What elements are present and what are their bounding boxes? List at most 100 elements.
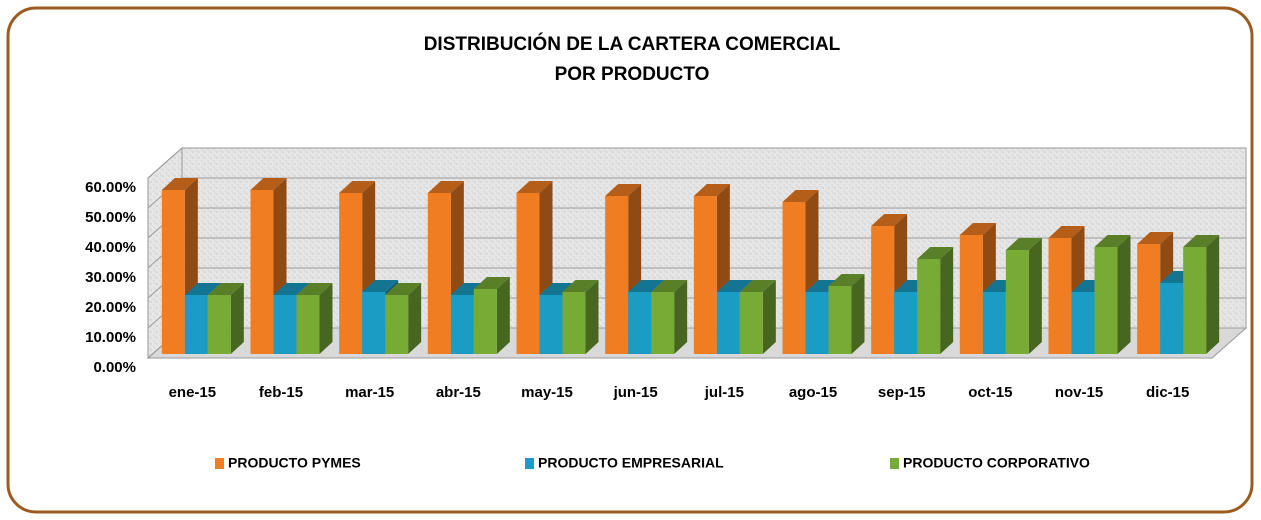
bar	[871, 226, 895, 354]
y-tick-label: 60.00%	[85, 179, 136, 196]
bar	[207, 295, 231, 354]
grid-line	[147, 147, 1246, 179]
bar-side	[851, 274, 865, 354]
bar	[385, 295, 409, 354]
bar-top	[1005, 238, 1042, 250]
bar-top	[1137, 232, 1174, 244]
bar	[539, 295, 563, 354]
bar	[161, 190, 185, 354]
y-tick-label: 40.00%	[85, 239, 136, 256]
bar-side	[940, 247, 954, 354]
bar	[693, 196, 717, 354]
y-tick-label: 50.00%	[85, 209, 136, 226]
bar-top	[716, 280, 753, 292]
bar	[339, 193, 363, 354]
bar	[296, 295, 320, 354]
bar	[828, 286, 852, 354]
bar	[273, 295, 297, 354]
bar-side	[1028, 238, 1042, 354]
x-tick-label: mar-15	[345, 384, 394, 401]
bar-side	[674, 280, 688, 354]
bar-top	[207, 283, 244, 295]
bar	[894, 292, 918, 354]
bar-side	[319, 283, 333, 354]
bar	[739, 292, 763, 354]
bar	[1094, 247, 1118, 354]
bar-top	[917, 247, 954, 259]
bar	[427, 193, 451, 354]
bar-top	[161, 178, 198, 190]
x-tick-label: jun-15	[613, 384, 658, 401]
bar	[250, 190, 274, 354]
bar-top	[562, 280, 599, 292]
x-tick-label: oct-15	[968, 384, 1012, 401]
bar-top	[1183, 235, 1220, 247]
bar-side	[408, 283, 422, 354]
bar	[628, 292, 652, 354]
bar-top	[273, 283, 310, 295]
legend-label: PRODUCTO CORPORATIVO	[903, 455, 1090, 471]
bar-top	[1094, 235, 1131, 247]
chart-title: DISTRIBUCIÓN DE LA CARTERA COMERCIAL	[424, 33, 841, 55]
bar	[473, 289, 497, 354]
x-tick-label: abr-15	[436, 384, 481, 401]
bar-top	[605, 184, 642, 196]
x-tick-label: sep-15	[878, 384, 926, 401]
bar	[959, 235, 983, 354]
bar-top	[871, 214, 908, 226]
bar	[1183, 247, 1207, 354]
bar	[184, 295, 208, 354]
bar-top	[473, 277, 510, 289]
x-tick-label: may-15	[521, 384, 573, 401]
bar-top	[385, 283, 422, 295]
bar-side	[230, 283, 244, 354]
bar-top	[362, 280, 399, 292]
bar-side	[1117, 235, 1131, 354]
bar-top	[1048, 226, 1085, 238]
bar-top	[184, 283, 221, 295]
bar	[516, 193, 540, 354]
bar	[782, 202, 806, 354]
bar-side	[585, 280, 599, 354]
y-tick-label: 30.00%	[85, 269, 136, 286]
bar-side	[1206, 235, 1220, 354]
y-tick-label: 0.00%	[93, 359, 136, 376]
bar-side	[496, 277, 510, 354]
x-tick-label: dic-15	[1146, 384, 1189, 401]
bar-top	[539, 283, 576, 295]
bar	[605, 196, 629, 354]
legend-swatch	[215, 458, 224, 469]
bar	[562, 292, 586, 354]
bar	[362, 292, 386, 354]
bar	[450, 295, 474, 354]
y-tick-label: 10.00%	[85, 329, 136, 346]
x-tick-label: ene-15	[169, 384, 217, 401]
legend-swatch	[890, 458, 899, 469]
bar-top	[516, 181, 553, 193]
bar	[1137, 244, 1161, 354]
legend-label: PRODUCTO EMPRESARIAL	[538, 455, 724, 471]
x-tick-label: feb-15	[259, 384, 303, 401]
bar	[1160, 283, 1184, 354]
bar	[716, 292, 740, 354]
x-tick-label: nov-15	[1055, 384, 1103, 401]
bar	[982, 292, 1006, 354]
bar-top	[693, 184, 730, 196]
bar	[805, 292, 829, 354]
bar-top	[628, 280, 665, 292]
legend-label: PRODUCTO PYMES	[228, 455, 361, 471]
bar	[651, 292, 675, 354]
bar-top	[339, 181, 376, 193]
bar-top	[739, 280, 776, 292]
bar-top	[828, 274, 865, 286]
legend-swatch	[525, 458, 534, 469]
bar	[1005, 250, 1029, 354]
bar	[917, 259, 941, 354]
bar	[1048, 238, 1072, 354]
bar-top	[651, 280, 688, 292]
bar-top	[782, 190, 819, 202]
bar	[1071, 292, 1095, 354]
x-tick-label: ago-15	[789, 384, 837, 401]
x-tick-label: jul-15	[704, 384, 744, 401]
